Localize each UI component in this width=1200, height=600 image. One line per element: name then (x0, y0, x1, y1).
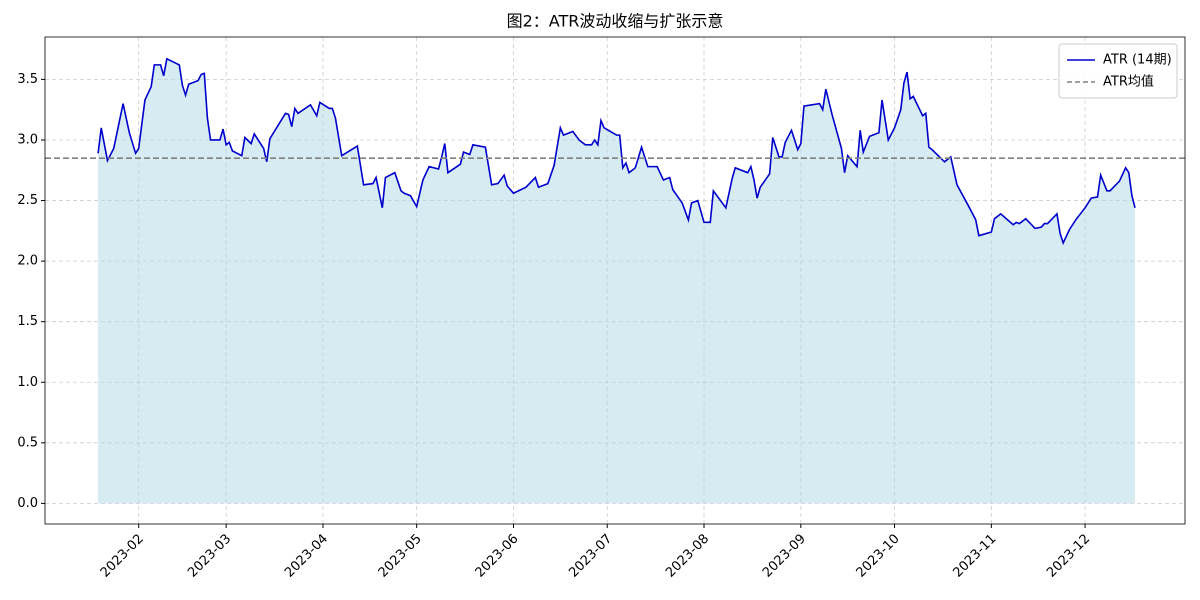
y-tick-label: 1.5 (17, 314, 38, 329)
x-tick-label: 2023-07 (566, 532, 615, 581)
x-tick-label: 2023-12 (1044, 532, 1093, 581)
y-tick-label: 3.0 (17, 132, 38, 147)
y-tick-label: 1.0 (17, 375, 38, 390)
x-tick-label: 2023-08 (663, 532, 712, 581)
y-tick-label: 2.5 (17, 193, 38, 208)
y-tick-label: 3.5 (17, 72, 38, 87)
area (98, 58, 1136, 504)
y-tick-label: 0.5 (17, 435, 38, 450)
legend-label: ATR (14期) (1103, 53, 1172, 68)
y-tick-label: 0.0 (17, 496, 38, 511)
x-tick-label: 2023-11 (950, 532, 999, 581)
legend: ATR (14期) ATR均值 (1058, 43, 1178, 99)
x-tick-label: 2023-09 (760, 532, 809, 581)
legend-box (1058, 43, 1178, 99)
y-tick-label: 2.0 (17, 254, 38, 269)
x-tick-label: 2023-05 (376, 532, 425, 581)
x-tick-label: 2023-04 (282, 532, 331, 581)
x-tick-label: 2023-03 (185, 532, 234, 581)
x-tick-label: 2023-06 (473, 532, 522, 581)
plot-frame (44, 36, 1186, 525)
legend-label: ATR均值 (1103, 74, 1154, 90)
line (97, 57, 1136, 246)
x-tick-label: 2023-02 (98, 532, 147, 581)
chart-title: 图2：ATR波动收缩与扩张示意 (507, 12, 724, 31)
x-tick-label: 2023-10 (854, 532, 903, 581)
